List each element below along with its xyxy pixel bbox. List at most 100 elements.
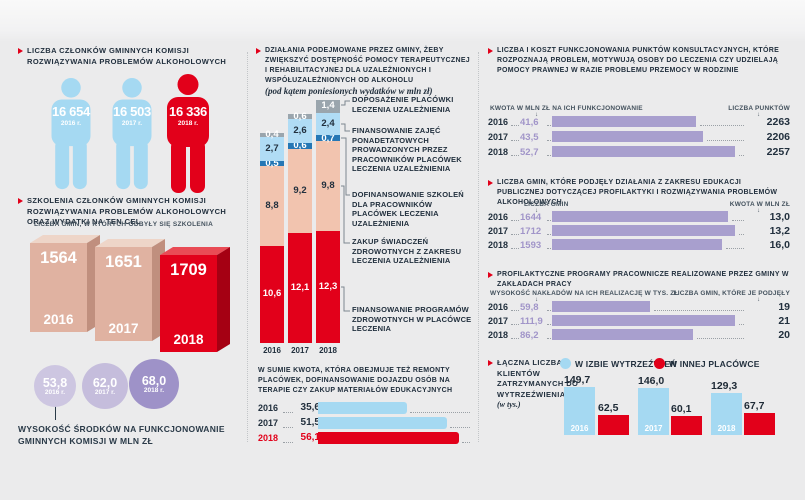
dotted-leader — [547, 155, 551, 156]
dotted-leader — [547, 234, 551, 235]
dotted-leader — [547, 324, 551, 325]
funds-circle: 53,8 2016 r. — [34, 365, 76, 407]
detained-bar-red — [671, 416, 702, 435]
stacked-segment-value: 0,6 — [293, 111, 307, 123]
right-row-number: 21 — [778, 315, 790, 327]
person-value: 16 654 — [52, 104, 90, 119]
3d-bar: 1709 2018 — [160, 247, 230, 352]
dotted-leader — [283, 442, 293, 443]
person-pictogram — [51, 78, 91, 190]
total-row-year: 2016 — [258, 403, 279, 413]
red-chevron-icon — [488, 180, 493, 186]
dotted-leader — [511, 125, 519, 126]
circle-value: 68,0 — [141, 373, 167, 388]
detained-section-title: ŁĄCZNA LICZBA KLIENTÓW ZATRZYMANYCH DO W… — [488, 358, 580, 411]
stacked-segment-value: 0,7 — [321, 132, 335, 144]
stacked-segment: 0,6 — [288, 111, 312, 123]
dotted-leader — [547, 125, 551, 126]
stacked-segment-value: 8,8 — [265, 199, 279, 211]
right-row-year: 2016 — [488, 302, 509, 312]
right-row-year: 2017 — [488, 316, 509, 326]
stacked-segment-value: 10,6 — [262, 288, 282, 300]
stacked-segment: 2,6 — [288, 119, 312, 144]
red-chevron-icon — [256, 48, 261, 54]
dotted-leader — [707, 140, 744, 141]
stacked-segment: 12,1 — [288, 232, 312, 343]
stacked-segment: 0,4 — [260, 129, 284, 141]
stacked-segment-value: 0,4 — [265, 129, 279, 141]
stacked-segment: 0,5 — [260, 158, 284, 170]
detained-value-red: 62,5 — [598, 402, 619, 414]
right-row-year: 2017 — [488, 226, 509, 236]
detained-title-main: ŁĄCZNA LICZBA KLIENTÓW ZATRZYMANYCH DO W… — [497, 358, 579, 399]
detained-title-text: ŁĄCZNA LICZBA KLIENTÓW ZATRZYMANYCH DO W… — [497, 358, 580, 411]
legend-dot — [560, 358, 571, 369]
right-row-year: 2018 — [488, 147, 509, 157]
3d-bar-svg: 1564 2016 1651 2017 1709 2018 — [30, 235, 230, 352]
3d-bar: 1651 2017 — [95, 239, 165, 341]
dotted-leader — [511, 310, 519, 311]
detained-value-blue: 129,3 — [711, 380, 738, 392]
column-divider — [247, 52, 248, 442]
column-header-right: LICZBA PUNKTÓW — [728, 105, 790, 112]
3d-bar-value: 1564 — [40, 249, 78, 267]
dotted-leader — [283, 427, 293, 428]
total-row-bar — [318, 417, 447, 429]
dotted-leader — [511, 234, 519, 235]
callout-connector-lines — [341, 100, 350, 312]
red-chevron-icon — [18, 198, 23, 204]
right-row-bar — [552, 239, 722, 250]
right-row-number: 2206 — [766, 131, 790, 143]
red-chevron-icon — [18, 48, 23, 54]
stacked-year-label: 2016 — [263, 346, 281, 355]
person-value-block: 16 654 2016 r. — [45, 104, 97, 127]
detained-value-red: 67,7 — [744, 400, 765, 412]
right-row-bar — [552, 301, 650, 312]
right-row-number: 2263 — [766, 116, 790, 128]
stacked-callout-label: FINANSOWANIE ZAJĘĆ PONADETATOWYCH PROWAD… — [352, 126, 462, 173]
person-value-block: 16 503 2017 r. — [106, 104, 158, 127]
total-section-title: W SUMIE KWOTA, KTÓRA OBEJMUJE TEŻ REMONT… — [258, 366, 472, 396]
right-section-title: LICZBA I KOSZT FUNKCJONOWANIA PUNKTÓW KO… — [488, 46, 790, 76]
stacked-segment-value: 9,8 — [321, 180, 335, 192]
column-header-right: KWOTA W MLN ZŁ — [729, 201, 790, 208]
column-header-right: LICZBA GMIN, KTÓRE JE PODJĘŁY — [673, 290, 790, 297]
right-row-value: 1593 — [520, 240, 542, 251]
total-row-bar — [318, 432, 459, 444]
stacked-segment-value: 2,7 — [265, 142, 279, 154]
legend-label: W IZBIE WYTRZEŹWIEŃ — [575, 359, 677, 369]
person-year: 2018 r. — [177, 120, 199, 127]
right-row-value: 86,2 — [520, 330, 539, 341]
total-row-value: 35,6 — [300, 402, 320, 413]
stacked-segment-value: 0,5 — [265, 158, 279, 170]
legend-label: W INNEJ PLACÓWCE — [669, 359, 760, 369]
arrow-down-icon: ↓ — [757, 112, 760, 118]
dotted-leader — [739, 324, 744, 325]
3d-bar: 1564 2016 — [30, 235, 100, 332]
circle-value: 62,0 — [92, 375, 118, 390]
dotted-leader — [511, 140, 519, 141]
total-row-bar — [318, 402, 407, 414]
right-row-number: 2257 — [766, 146, 790, 158]
right-section-title-text: LICZBA I KOSZT FUNKCJONOWANIA PUNKTÓW KO… — [497, 47, 780, 74]
total-row-year: 2017 — [258, 418, 279, 428]
column-header-left: WYSOKOŚĆ NAKŁADÓW NA ICH REALIZACJĘ W TY… — [490, 290, 679, 297]
person-icon — [106, 78, 158, 190]
right-row-bar — [552, 315, 735, 326]
right-row-value: 1712 — [520, 226, 542, 237]
actions-section-title: DZIAŁANIA PODEJMOWANE PRZEZ GMINY, ŻEBY … — [256, 46, 472, 98]
dotted-leader — [697, 338, 744, 339]
stacked-callout-label: FINANSOWANIE PROGRAMÓW ZDROWOTNYCH W PLA… — [352, 305, 472, 333]
actions-title-main: DZIAŁANIA PODEJMOWANE PRZEZ GMINY, ŻEBY … — [265, 47, 470, 84]
stacked-segment-value: 12,3 — [318, 280, 338, 292]
right-section-title: LICZBA GMIN, KTÓRE PODJĘŁY DZIAŁANIA Z Z… — [488, 178, 790, 208]
detained-title-note: (w tys.) — [497, 400, 521, 409]
actions-title-note: (pod kątem poniesionych wydatków w mln z… — [265, 86, 433, 96]
stacked-segment: 2,7 — [260, 136, 284, 162]
red-chevron-icon — [488, 272, 493, 278]
detained-year-label: 2017 — [644, 424, 663, 433]
right-row-value: 1644 — [520, 212, 542, 223]
person-year: 2016 r. — [60, 120, 82, 127]
right-row-value: 52,7 — [520, 147, 539, 158]
dotted-leader — [726, 248, 744, 249]
